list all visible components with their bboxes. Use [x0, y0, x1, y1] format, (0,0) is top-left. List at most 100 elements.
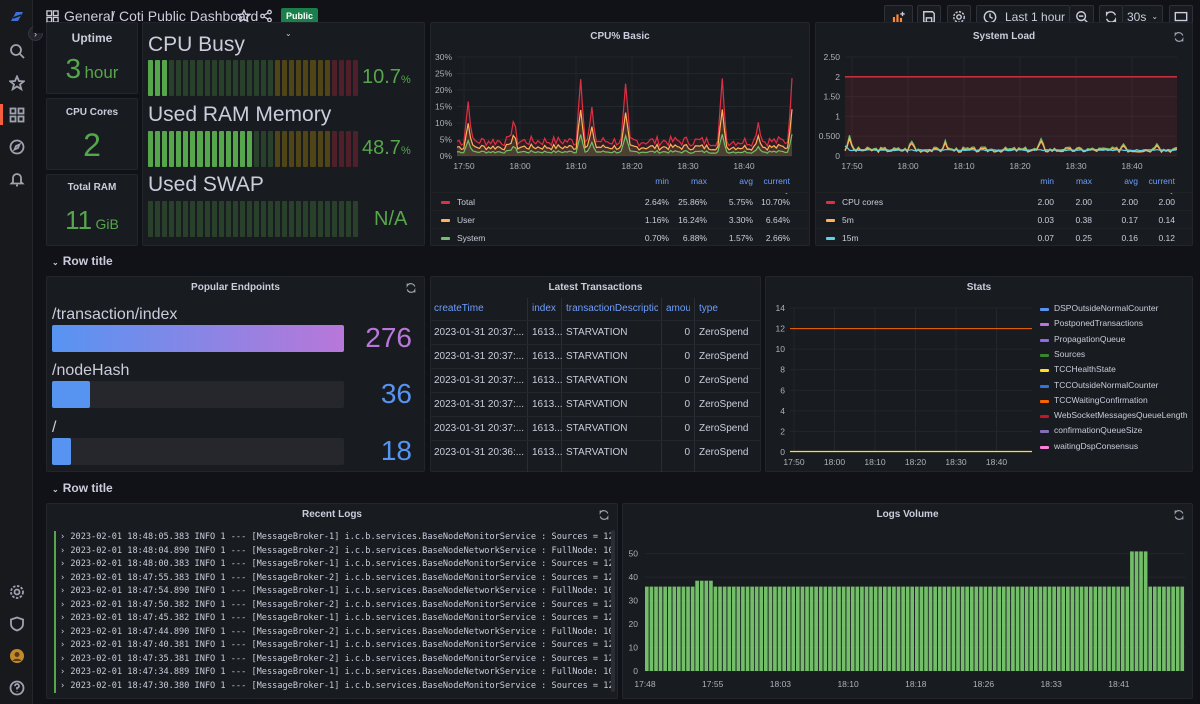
search-icon[interactable] — [6, 40, 27, 61]
refresh-icon[interactable] — [405, 282, 417, 294]
settings-gear-icon[interactable] — [6, 581, 27, 602]
shield-icon[interactable] — [6, 613, 27, 634]
user-avatar[interactable] — [6, 645, 27, 666]
legend-series-name[interactable]: User — [457, 215, 475, 225]
expand-chevron-icon[interactable]: › — [60, 680, 71, 691]
expand-chevron-icon[interactable]: › — [60, 572, 71, 583]
favorite-star-icon[interactable] — [236, 8, 252, 23]
log-line[interactable]: › 2023-02-01 18:48:04.890 INFO 1 --- [Me… — [54, 544, 612, 558]
table-row[interactable]: 2023-01-31 20:36:... 1613... STARVATION 0 Ze… — [431, 440, 760, 464]
legend-column-header[interactable]: max — [1075, 176, 1092, 186]
expand-chevron-icon[interactable]: › — [60, 613, 71, 623]
log-line[interactable]: › 2023-02-01 18:47:54.890 INFO 1 --- [Me… — [54, 585, 612, 599]
expand-chevron-icon[interactable]: › — [60, 640, 71, 650]
legend-series-name[interactable]: System — [457, 233, 486, 243]
explore-compass-icon[interactable] — [6, 136, 27, 157]
total-ram-title: Total RAM — [67, 182, 117, 193]
refresh-icon[interactable] — [1173, 31, 1185, 43]
legend-series-name[interactable]: 15m — [842, 233, 859, 243]
table-cell: ZeroSpend — [699, 375, 749, 386]
legend-series-name[interactable]: Total — [457, 197, 475, 207]
log-line[interactable]: › 2023-02-01 18:47:30.380 INFO 1 --- [Me… — [54, 679, 612, 693]
log-line[interactable]: › 2023-02-01 18:47:35.381 INFO 1 --- [Me… — [54, 652, 612, 666]
grafana-logo-icon[interactable] — [6, 6, 27, 27]
x-tick-label: 18:18 — [905, 679, 927, 689]
expand-chevron-icon[interactable]: › — [60, 653, 71, 664]
row-title-2[interactable]: ⌄ Row title — [52, 481, 113, 495]
legend-column-header[interactable]: max — [690, 176, 707, 186]
volume-bar — [773, 586, 777, 671]
log-text: 2023-02-01 18:48:05.383 INFO 1 --- [Mess… — [70, 532, 612, 542]
legend-row: CPU cores 2.00 2.00 2.00 2.00 — [815, 192, 1193, 210]
legend-series-name[interactable]: 5m — [842, 215, 854, 225]
log-line[interactable]: › 2023-02-01 18:47:55.383 INFO 1 --- [Me… — [54, 571, 612, 585]
volume-bar — [768, 586, 773, 671]
row-title-1[interactable]: ⌄ Row title — [52, 254, 113, 268]
share-icon[interactable] — [259, 9, 273, 23]
cpu-basic-panel: CPU% Basic — [430, 22, 810, 246]
expand-chevron-icon[interactable]: › — [60, 532, 71, 542]
legend-value: 0.03 — [1037, 215, 1054, 225]
x-tick-label: 18:00 — [824, 457, 846, 467]
legend-column-header[interactable]: current ⌄ — [763, 176, 790, 196]
volume-bar — [979, 586, 983, 671]
log-line[interactable]: › 2023-02-01 18:48:00.383 INFO 1 --- [Me… — [54, 558, 612, 572]
panel-menu-chevron-icon[interactable]: ⌄ — [285, 29, 292, 38]
volume-bar — [855, 586, 860, 671]
expand-chevron-icon[interactable]: › — [60, 599, 71, 610]
legend-header: min max avg current ⌄ — [815, 176, 1193, 196]
y-tick-label: 50 — [629, 549, 639, 559]
gauge-segment — [261, 131, 267, 167]
star-icon[interactable] — [6, 72, 27, 93]
gauge-segment — [169, 60, 175, 96]
legend-value: 0.12 — [1158, 233, 1175, 243]
table-row[interactable]: 2023-01-31 20:37:... 1613... STARVATION 0 Ze… — [431, 320, 760, 344]
legend-column-header[interactable]: avg — [1124, 176, 1138, 186]
dashboard-title[interactable]: Coti Public Dashboard — [119, 8, 259, 24]
volume-bar — [837, 586, 841, 671]
expand-chevron-icon[interactable]: › — [60, 545, 71, 556]
expand-chevron-icon[interactable]: › — [60, 559, 71, 569]
log-line[interactable]: › 2023-02-01 18:47:45.382 INFO 1 --- [Me… — [54, 612, 612, 626]
volume-bar — [1130, 551, 1134, 671]
refresh-icon[interactable] — [1173, 509, 1185, 521]
legend-series-name[interactable]: CPU cores — [842, 197, 884, 207]
help-icon[interactable] — [6, 677, 27, 698]
breadcrumb-folder[interactable]: General — [64, 8, 114, 24]
dashboards-icon[interactable] — [6, 104, 27, 125]
log-scrollbar[interactable] — [611, 530, 615, 692]
x-tick-label: 18:33 — [1041, 679, 1063, 689]
legend-column-header[interactable]: avg — [739, 176, 753, 186]
expand-chevron-icon[interactable]: › — [60, 667, 71, 677]
log-line[interactable]: › 2023-02-01 18:48:05.383 INFO 1 --- [Me… — [54, 531, 612, 545]
table-row[interactable]: 2023-01-31 20:37:... 1613... STARVATION 0 Ze… — [431, 416, 760, 440]
table-row[interactable]: 2023-01-31 20:37:... 1613... STARVATION 0 Ze… — [431, 344, 760, 368]
table-column-header[interactable]: index — [532, 303, 556, 314]
gauge-segment — [352, 60, 358, 96]
log-line[interactable]: › 2023-02-01 18:47:44.890 INFO 1 --- [Me… — [54, 625, 612, 639]
table-row[interactable]: 2023-01-31 20:37:... 1613... STARVATION 0 Ze… — [431, 368, 760, 392]
y-tick-label: 30 — [629, 596, 639, 606]
refresh-icon[interactable] — [598, 509, 610, 521]
log-line[interactable]: › 2023-02-01 18:47:40.381 INFO 1 --- [Me… — [54, 639, 612, 653]
table-column-header[interactable]: transactionDescriptic — [566, 303, 658, 314]
volume-bar — [681, 586, 686, 671]
legend-column-header[interactable]: min — [1040, 176, 1054, 186]
table-column-header[interactable]: type — [699, 303, 718, 314]
table-column-header[interactable]: amou — [666, 303, 690, 314]
gauge-segment — [289, 201, 295, 237]
legend-column-header[interactable]: min — [655, 176, 669, 186]
gauge-segment — [261, 60, 267, 96]
table-cell: 2023-01-31 20:37:... — [434, 351, 524, 362]
expand-chevron-icon[interactable]: › — [60, 626, 71, 637]
legend-color-swatch — [1040, 445, 1049, 449]
expand-chevron-icon[interactable]: › — [60, 586, 71, 596]
table-row[interactable]: 2023-01-31 20:37:... 1613... STARVATION 0 Ze… — [431, 392, 760, 416]
alerting-bell-icon[interactable] — [6, 168, 27, 189]
gauge-segment — [232, 60, 238, 96]
log-line[interactable]: › 2023-02-01 18:47:34.889 INFO 1 --- [Me… — [54, 666, 612, 680]
legend-value: 0.38 — [1075, 215, 1092, 225]
table-column-header[interactable]: createTime — [434, 303, 484, 314]
legend-column-header[interactable]: current ⌄ — [1148, 176, 1175, 196]
log-line[interactable]: › 2023-02-01 18:47:50.382 INFO 1 --- [Me… — [54, 598, 612, 612]
